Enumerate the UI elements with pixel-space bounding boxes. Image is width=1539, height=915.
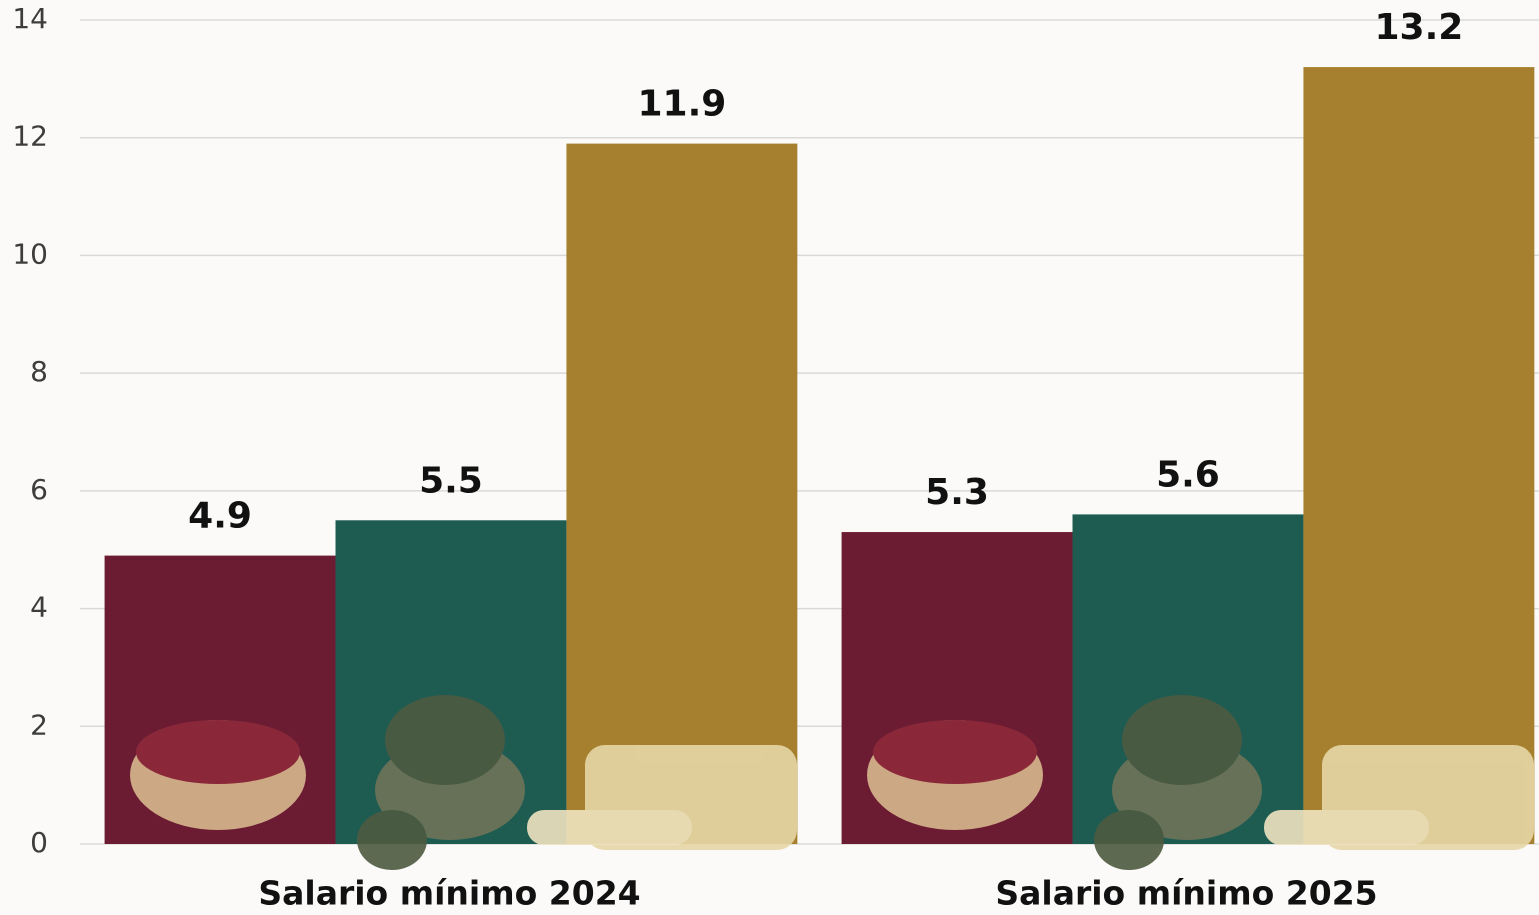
decorations bbox=[130, 695, 1534, 870]
egg bbox=[357, 810, 427, 870]
x-tick-label: Salario mínimo 2025 bbox=[995, 874, 1377, 913]
value-label: 11.9 bbox=[637, 84, 726, 125]
tortilla-roll bbox=[527, 810, 692, 845]
labels: 0 2 4 6 8 10 12 14 Salario mínimo 2024 4.9 5.5 11.9… bbox=[12, 2, 1463, 913]
tortilla-roll bbox=[1264, 810, 1429, 845]
y-tick-label: 4 bbox=[30, 591, 48, 624]
beans bbox=[873, 720, 1037, 784]
value-label: 5.5 bbox=[419, 460, 483, 501]
y-tick-label: 14 bbox=[12, 2, 48, 35]
value-label: 5.3 bbox=[925, 472, 989, 513]
value-label: 5.6 bbox=[1156, 454, 1220, 495]
y-tick-label: 2 bbox=[30, 708, 48, 741]
eggs bbox=[1122, 695, 1242, 785]
bar bbox=[566, 143, 798, 845]
value-label: 4.9 bbox=[188, 496, 252, 537]
y-tick-label: 8 bbox=[30, 355, 48, 388]
value-label: 13.2 bbox=[1374, 7, 1463, 48]
y-tick-label: 6 bbox=[30, 473, 48, 506]
eggs bbox=[385, 695, 505, 785]
x-tick-label: Salario mínimo 2024 bbox=[258, 874, 640, 913]
y-tick-label: 12 bbox=[12, 120, 48, 153]
y-tick-label: 0 bbox=[30, 826, 48, 859]
egg bbox=[1094, 810, 1164, 870]
y-tick-label: 10 bbox=[12, 237, 48, 270]
bar bbox=[1303, 67, 1535, 845]
beans bbox=[136, 720, 300, 784]
